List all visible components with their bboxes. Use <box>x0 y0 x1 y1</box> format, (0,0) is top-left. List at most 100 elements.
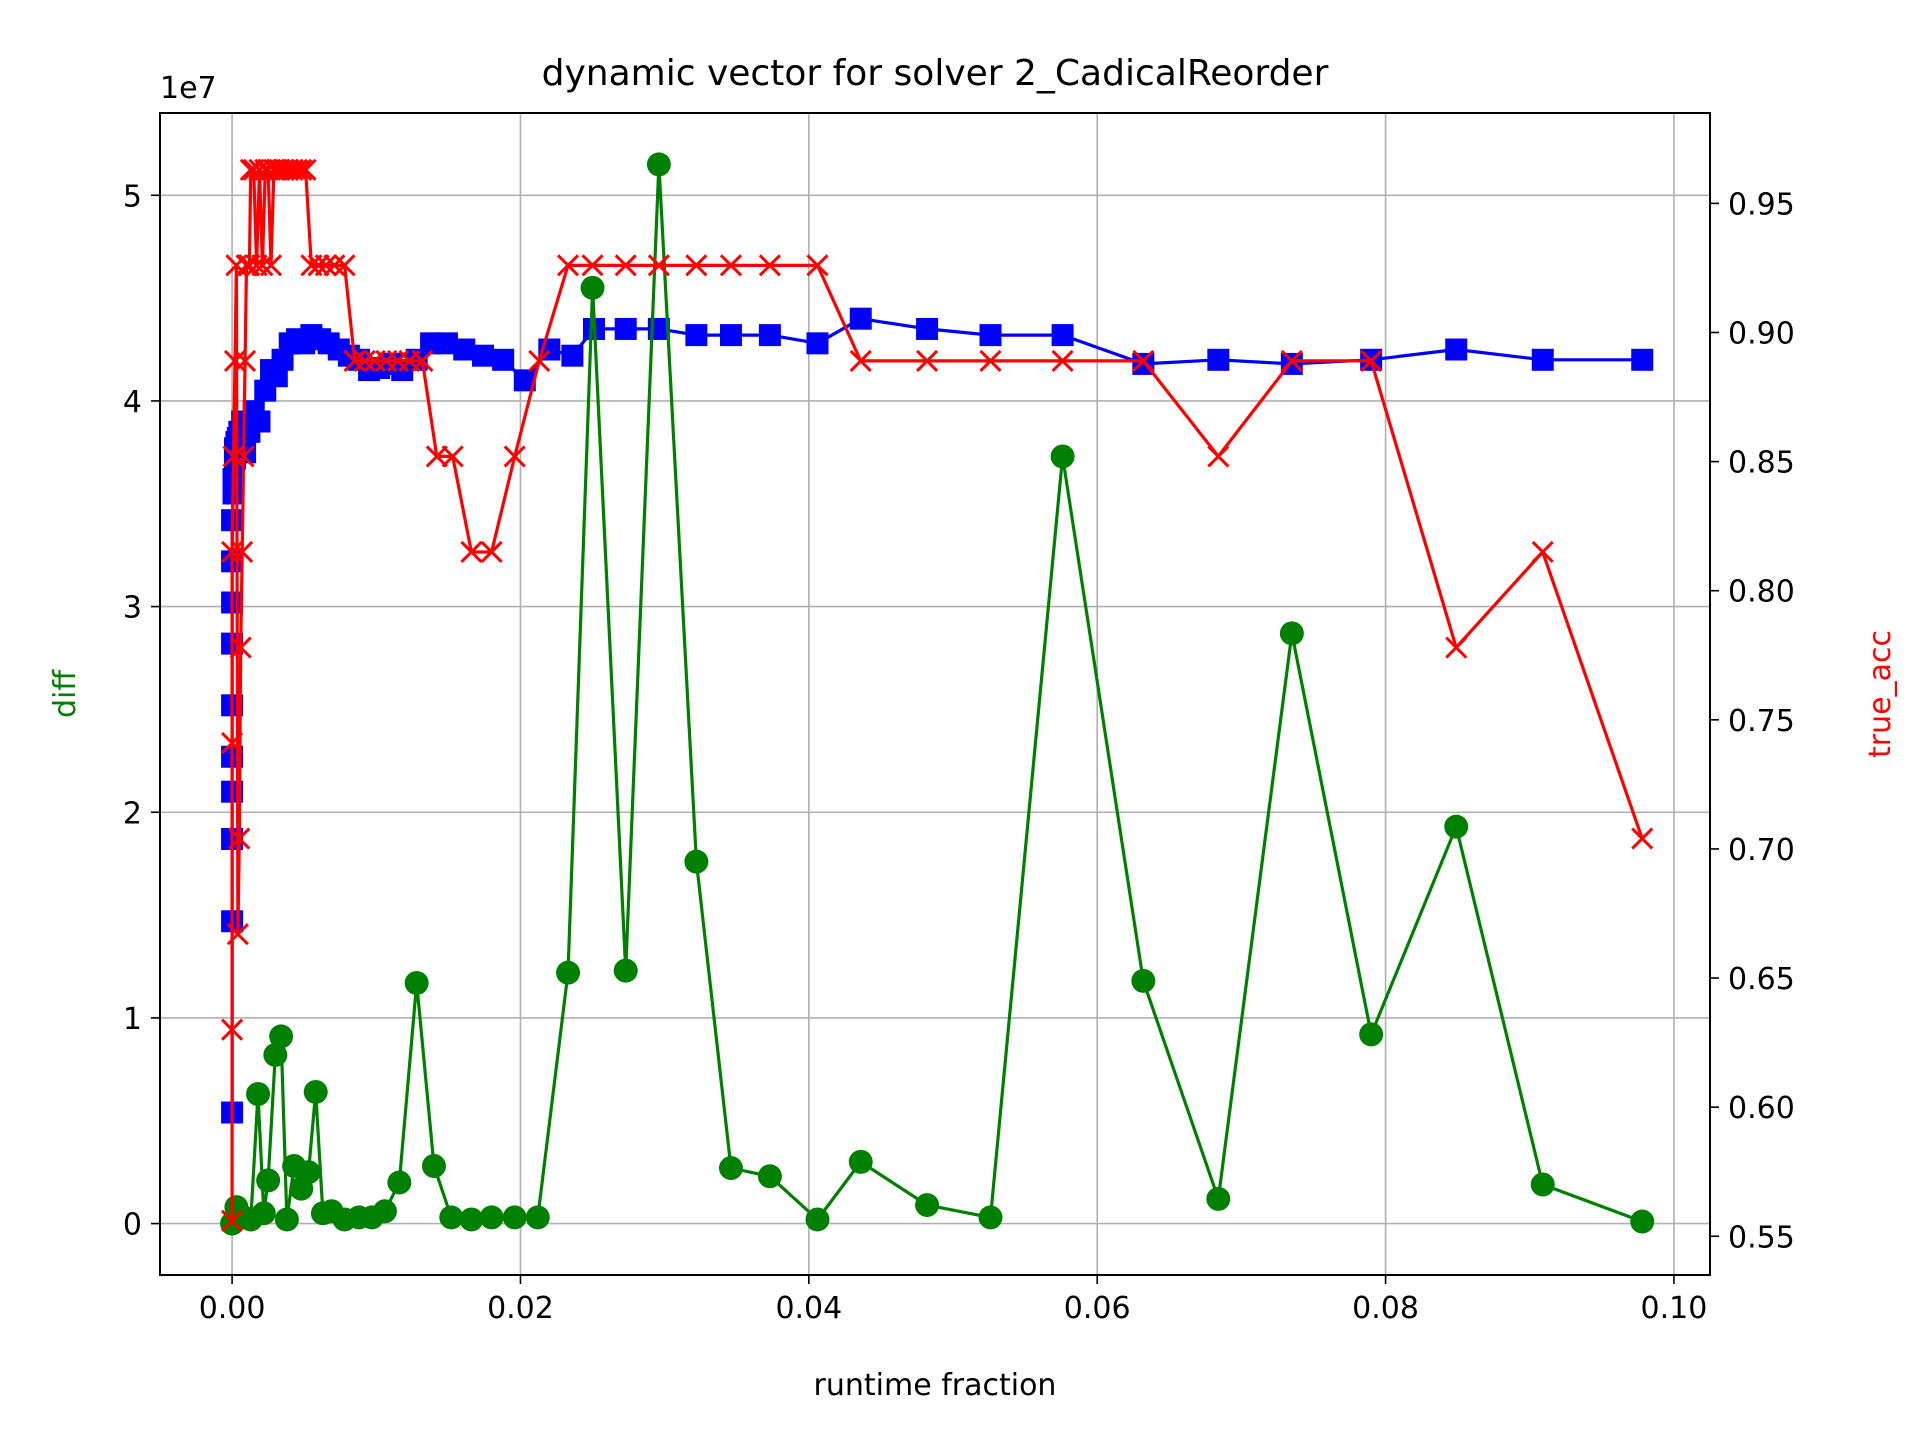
y-right-tick-label-8: 0.95 <box>1728 187 1795 222</box>
x-tick-label-2: 0.04 <box>775 1291 842 1326</box>
series-2-point-5 <box>223 349 247 372</box>
series-1-point-9 <box>274 1207 299 1232</box>
series-0-point-51 <box>685 324 708 347</box>
x-tick-label-1: 0.02 <box>487 1291 554 1326</box>
series-1-point-27 <box>525 1205 550 1230</box>
series-2-point-34 <box>307 254 330 277</box>
series-2-point-48 <box>480 540 503 564</box>
series-1-point-39 <box>1050 444 1075 469</box>
series-2-point-3 <box>221 540 244 564</box>
series-2-point-53 <box>614 254 637 277</box>
y-left-tick-label-0: 0 <box>123 1208 142 1243</box>
series-2-point-37 <box>333 254 356 277</box>
y-axis-left-scale-label: 1e7 <box>160 71 217 106</box>
series-1-point-4 <box>246 1082 271 1107</box>
series-1-point-24 <box>459 1207 484 1232</box>
series-0-point-56 <box>916 317 939 340</box>
x-axis-label: runtime fraction <box>814 1368 1057 1403</box>
y-right-tick-label-2: 0.65 <box>1728 962 1795 997</box>
series-1-point-41 <box>1206 1186 1231 1211</box>
series-1-point-23 <box>439 1205 464 1230</box>
series-2-point-51 <box>556 254 580 277</box>
series-1-point-25 <box>479 1205 504 1230</box>
series-1-point-35 <box>805 1207 830 1232</box>
series-0-point-54 <box>806 332 829 355</box>
series-0-point-43 <box>471 344 494 367</box>
series-2-point-31 <box>290 158 313 181</box>
series-1-point-46 <box>1630 1209 1655 1234</box>
series-2-point-62 <box>1051 349 1074 372</box>
series-1-point-34 <box>757 1164 782 1189</box>
series-1-point-44 <box>1444 814 1469 839</box>
series-0-point-47 <box>561 344 584 367</box>
series-2-point-36 <box>323 254 346 277</box>
y-left-tick-label-5: 5 <box>123 179 142 214</box>
x-tick-label-5: 0.10 <box>1641 1291 1708 1326</box>
series-2-point-69 <box>1631 827 1654 850</box>
plot-frame <box>159 112 1711 1276</box>
series-2-point-39 <box>353 349 376 372</box>
series-0-point-65 <box>1631 348 1654 371</box>
series-0-point-64 <box>1531 348 1554 371</box>
series-1-point-33 <box>718 1156 743 1181</box>
series-0-point-53 <box>758 324 781 347</box>
series-2-point-38 <box>343 349 366 372</box>
series-1-point-43 <box>1359 1022 1384 1047</box>
series-2-point-9 <box>229 636 252 659</box>
series-1-point-38 <box>978 1205 1003 1230</box>
series-0-point-44 <box>492 348 515 371</box>
series-0-point-55 <box>849 307 872 330</box>
series-1-point-30 <box>613 958 638 983</box>
series-1-point-28 <box>556 960 581 985</box>
series-2-point-64 <box>1207 445 1230 468</box>
series-2-point-0 <box>221 1209 244 1232</box>
series-0-point-42 <box>453 338 476 361</box>
x-tick-label-0: 0.00 <box>199 1291 266 1326</box>
y-axis-right-label: true_acc <box>1863 630 1898 758</box>
series-1-point-5 <box>251 1201 276 1226</box>
y-right-tick-label-6: 0.85 <box>1728 446 1795 481</box>
series-1-point-26 <box>502 1205 527 1230</box>
series-1-point-13 <box>303 1079 328 1104</box>
chart-title: dynamic vector for solver 2_CadicalReord… <box>542 53 1329 94</box>
series-2-point-52 <box>581 254 604 277</box>
y-right-tick-label-0: 0.55 <box>1728 1220 1795 1255</box>
series-2-point-58 <box>806 254 829 277</box>
series-1-point-42 <box>1279 621 1304 646</box>
series-1-point-31 <box>646 152 671 177</box>
series-2-point-12 <box>234 349 257 372</box>
series-2-point-61 <box>979 349 1002 372</box>
series-2-point-57 <box>758 254 781 277</box>
y-left-tick-label-2: 2 <box>123 796 142 831</box>
series-1-point-29 <box>580 275 605 300</box>
series-1-point-20 <box>387 1170 412 1195</box>
series-2-point-66 <box>1360 349 1383 372</box>
y-left-tick-label-4: 4 <box>123 385 142 420</box>
series-1-point-40 <box>1131 968 1156 993</box>
x-tick-label-4: 0.08 <box>1352 1291 1419 1326</box>
series-0-point-21 <box>248 410 271 433</box>
series-1-point-12 <box>296 1160 321 1185</box>
series-2-point-32 <box>294 158 317 181</box>
grid <box>160 113 1710 1275</box>
series-2-point-20 <box>251 254 274 277</box>
series-1-point-7 <box>263 1042 288 1067</box>
series-1-diff <box>220 152 1655 1236</box>
series-2-point-4 <box>222 445 245 468</box>
series-2-point-2 <box>221 732 244 755</box>
series-1-point-37 <box>915 1193 940 1218</box>
series-0-point-58 <box>1051 324 1074 347</box>
series-2-point-54 <box>647 254 670 277</box>
series-2-true_acc <box>221 158 1654 1232</box>
series-2-point-44 <box>411 349 434 372</box>
y-right-tick-label-1: 0.60 <box>1728 1091 1795 1126</box>
series-2-point-7 <box>226 923 249 946</box>
series-0-point-52 <box>719 324 742 347</box>
series-2-point-8 <box>228 827 251 850</box>
series-2-point-50 <box>528 349 551 372</box>
series-2-point-11 <box>232 445 255 468</box>
y-right-tick-label-7: 0.90 <box>1728 316 1795 351</box>
series-1-point-36 <box>848 1149 873 1174</box>
series-2-point-1 <box>221 1018 244 1041</box>
series-1-point-45 <box>1530 1172 1555 1197</box>
